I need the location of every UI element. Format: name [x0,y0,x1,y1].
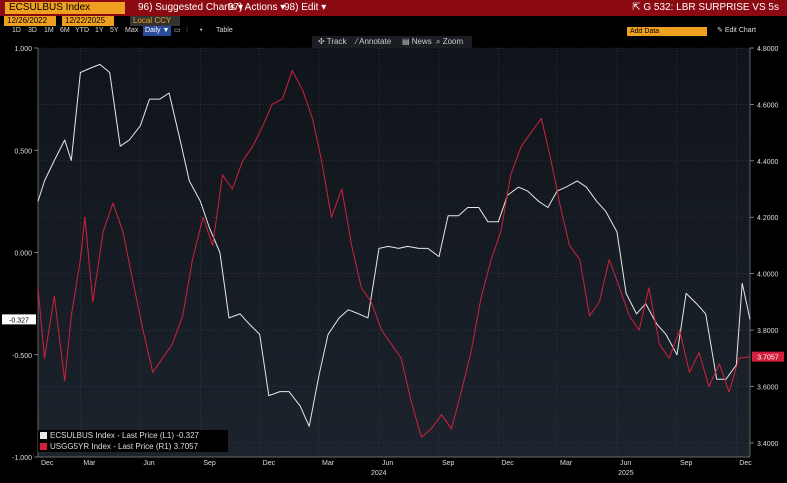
news-tool[interactable]: ▤ News [402,37,432,46]
x-tick-label: Jun [620,460,631,467]
range-1y[interactable]: 1Y [95,27,104,34]
last-value-box-l1 [2,314,36,325]
x-year-label: 2025 [618,470,634,477]
right-tick-label: 3.8000 [757,328,779,335]
end-date-field[interactable]: 12/22/2025 [62,16,114,26]
left-tick-label: -1.000 [12,455,32,462]
x-tick-label: Sep [680,460,693,467]
last-value-label-l1: -0.327 [9,317,29,324]
line-chart-icon[interactable]: ▭ [174,27,181,34]
x-tick-label: Mar [322,460,335,467]
start-date-field[interactable]: 12/26/2022 [4,16,56,26]
legend: ECSULBUS Index - Last Price (L1) -0.327 … [38,430,228,452]
date-bar: 12/26/2022 12/22/2025 Local CCY [0,16,787,26]
share-icon[interactable]: ⇱ [632,2,644,13]
pencil-icon: ✎ [717,27,725,34]
range-bar: Daily ▼ ▭ ⫶ • Table 1D 3D 1M 6M YTD 1Y 5Y Max [0,26,787,36]
right-tick-label: 4.2000 [757,215,779,222]
track-tool[interactable]: ✣ Track [318,37,347,46]
last-value-box-r1 [752,351,784,362]
zoom-icon: ⌕ [436,37,443,46]
currency-field[interactable]: Local CCY [130,16,180,26]
right-tick-label: 4.6000 [757,102,779,109]
right-tick-label: 3.4000 [757,441,779,448]
range-1m[interactable]: 1M [44,27,54,34]
top-toolbar: ECSULBUS Index 96) Suggested Charts ▾ 97… [0,0,787,16]
range-5y[interactable]: 5Y [110,27,119,34]
chart-title: ⇱ G 532: LBR SURPRISE VS 5s [632,2,779,13]
legend-entry-l1[interactable]: ECSULBUS Index - Last Price (L1) -0.327 [40,430,199,441]
right-tick-label: 3.6000 [757,384,779,391]
left-tick-label: 0.000 [14,251,32,258]
x-tick-label: Dec [41,460,54,467]
x-tick-label: Sep [203,460,216,467]
zoom-tool[interactable]: ⌕ Zoom [436,37,464,46]
x-tick-label: Dec [501,460,514,467]
x-tick-label: Jun [143,460,154,467]
x-tick-label: Sep [442,460,455,467]
range-ytd[interactable]: YTD [75,27,89,34]
annotate-tool[interactable]: ⁄ Annotate [356,37,392,46]
range-1d[interactable]: 1D [12,27,21,34]
x-year-label: 2024 [371,470,387,477]
legend-entry-r1[interactable]: USGG5YR Index - Last Price (R1) 3.7057 [40,441,198,452]
left-tick-label: 1.000 [14,46,32,53]
x-tick-label: Mar [83,460,96,467]
crosshair-icon: ✣ [318,37,327,46]
left-tick-label: -0.500 [12,353,32,360]
news-icon: ▤ [402,37,412,46]
legend-swatch-r1 [40,443,47,450]
edit-menu[interactable]: 98) Edit ▾ [284,2,327,13]
more-icon[interactable]: • [200,27,203,34]
add-data-field[interactable]: Add Data [627,27,707,36]
legend-swatch-l1 [40,432,47,439]
frequency-select[interactable]: Daily ▼ [143,26,172,36]
suggested-charts-menu[interactable]: 96) Suggested Charts ▾ [138,2,244,13]
actions-menu[interactable]: 97) Actions ▾ [228,2,286,13]
chart-tools: ✣ Track ⁄ Annotate ▤ News ⌕ Zoom [312,36,472,48]
right-tick-label: 4.8000 [757,46,779,53]
range-3d[interactable]: 3D [28,27,37,34]
series-line-l1 [37,63,751,427]
left-tick-label: 0.500 [14,148,32,155]
edit-chart-button[interactable]: ✎ Edit Chart [717,27,756,34]
series-line-r1 [37,70,751,438]
ticker-field[interactable]: ECSULBUS Index [5,2,125,14]
x-tick-label: Mar [560,460,573,467]
x-tick-label: Dec [739,460,752,467]
range-6m[interactable]: 6M [60,27,70,34]
annotate-icon: ⁄ [356,37,360,46]
candle-chart-icon[interactable]: ⫶ [186,27,188,34]
x-tick-label: Jun [382,460,393,467]
last-value-label-r1: 3.7057 [757,355,779,362]
right-tick-label: 4.4000 [757,159,779,166]
right-tick-label: 4.0000 [757,272,779,279]
x-tick-label: Dec [263,460,276,467]
range-max[interactable]: Max [125,27,139,34]
plot-area [38,48,750,457]
table-button[interactable]: Table [216,27,233,34]
